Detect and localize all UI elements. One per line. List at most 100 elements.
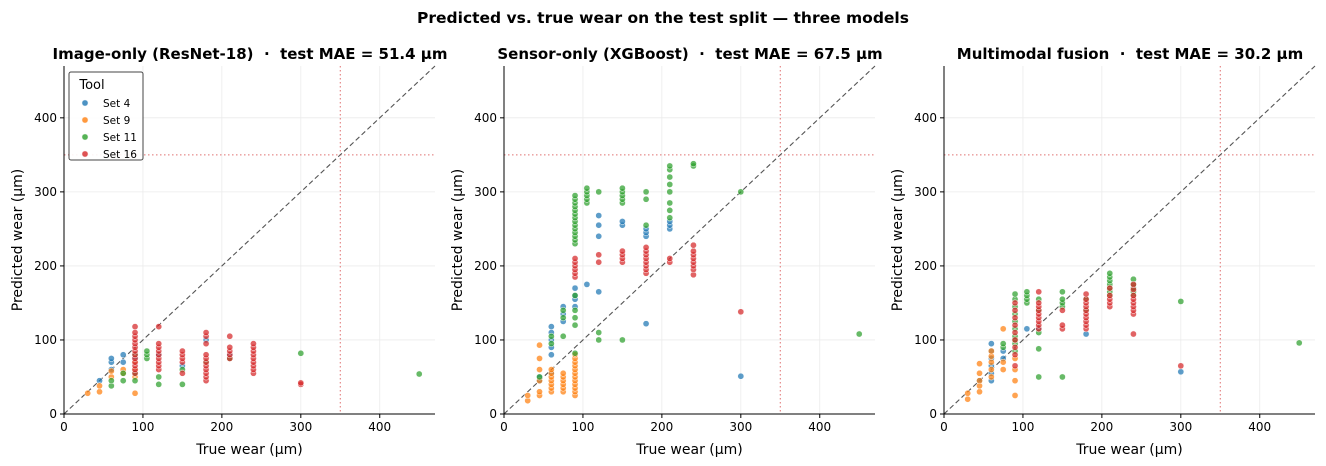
data-point: [988, 373, 995, 381]
data-point: [964, 389, 972, 397]
data-point: [1011, 321, 1019, 329]
x-tick-label: 100: [1011, 420, 1034, 434]
data-point: [1023, 325, 1031, 333]
y-tick-label: 400: [474, 111, 497, 125]
data-point: [1059, 306, 1066, 314]
data-point: [976, 369, 983, 377]
data-point: [1011, 299, 1019, 307]
x-tick-label: 200: [210, 420, 233, 434]
x-axis-label: True wear (µm): [1075, 442, 1183, 458]
data-point: [1035, 345, 1043, 353]
panel-title: Sensor-only (XGBoost) · test MAE = 67.5 …: [497, 45, 882, 63]
x-tick-label: 400: [1248, 420, 1271, 434]
legend-marker-set-4: [81, 99, 89, 107]
data-point: [1011, 351, 1019, 359]
data-point: [595, 221, 603, 229]
data-point: [571, 314, 579, 322]
data-point: [559, 369, 567, 377]
data-point: [96, 388, 103, 396]
data-point: [559, 306, 567, 314]
data-point: [666, 255, 674, 262]
panel-title: Multimodal fusion · test MAE = 30.2 µm: [957, 45, 1303, 63]
data-point: [999, 366, 1007, 373]
data-point: [131, 323, 139, 330]
data-point: [642, 320, 650, 328]
series-set-11: [108, 347, 423, 390]
data-point: [642, 244, 650, 251]
x-tick-label: 0: [940, 420, 948, 434]
y-tick-label: 300: [34, 185, 57, 199]
data-point: [524, 392, 532, 399]
legend-label-set-16: Set 16: [103, 149, 137, 161]
data-point: [179, 369, 186, 377]
data-point: [619, 336, 626, 344]
y-tick-label: 0: [929, 407, 937, 421]
legend: Tool Set 4 Set 9 Set 11 Set 16: [68, 71, 144, 161]
y-axis-label: Predicted wear (µm): [10, 169, 26, 312]
data-point: [976, 377, 983, 385]
x-tick-label: 100: [571, 420, 594, 434]
data-point: [571, 292, 579, 299]
data-point: [297, 379, 305, 387]
data-point: [1059, 373, 1066, 381]
data-point: [1106, 292, 1114, 299]
data-point: [1106, 269, 1114, 277]
y-tick-label: 400: [914, 111, 937, 125]
data-point: [737, 308, 745, 316]
data-point: [536, 388, 543, 396]
data-point: [155, 340, 163, 348]
data-point: [666, 199, 674, 207]
data-point: [619, 247, 626, 255]
data-point: [1023, 288, 1031, 296]
series-set-4: [536, 212, 745, 385]
data-point: [548, 323, 555, 330]
data-point: [619, 184, 626, 192]
data-point: [1130, 330, 1137, 338]
y-tick-label: 300: [914, 185, 937, 199]
data-point: [548, 332, 555, 340]
y-tick-label: 200: [34, 259, 57, 273]
data-point: [108, 367, 115, 375]
data-point: [571, 306, 579, 314]
data-point: [297, 349, 305, 357]
data-point: [1059, 288, 1066, 296]
data-point: [1011, 392, 1019, 399]
data-point: [131, 389, 139, 397]
y-tick-label: 200: [914, 259, 937, 273]
panel-title: Image-only (ResNet-18) · test MAE = 51.4…: [53, 45, 448, 63]
identity-line: [943, 65, 1316, 415]
x-tick-label: 0: [60, 420, 68, 434]
data-point: [155, 373, 163, 381]
data-point: [737, 188, 745, 196]
identity-line: [503, 65, 876, 415]
figure-title: Predicted vs. true wear on the test spli…: [417, 9, 909, 27]
data-point: [1011, 336, 1019, 344]
data-point: [964, 395, 972, 403]
data-point: [737, 372, 745, 380]
data-point: [1011, 344, 1019, 351]
x-tick-label: 0: [500, 420, 508, 434]
data-point: [226, 332, 234, 340]
data-point: [179, 347, 186, 355]
data-point: [666, 188, 674, 196]
data-point: [415, 370, 423, 378]
legend-marker-set-9: [81, 116, 89, 124]
series-set-11: [999, 269, 1303, 381]
x-tick-label: 300: [1169, 420, 1192, 434]
y-tick-label: 300: [474, 185, 497, 199]
data-point: [1106, 284, 1114, 292]
data-point: [1059, 295, 1066, 303]
data-point: [119, 369, 127, 377]
data-point: [155, 323, 163, 330]
data-point: [1011, 306, 1019, 314]
data-point: [536, 366, 543, 373]
data-point: [595, 258, 603, 266]
data-point: [1082, 290, 1090, 298]
data-point: [976, 388, 983, 396]
legend-label-set-9: Set 9: [103, 115, 130, 127]
data-point: [595, 336, 603, 344]
y-tick-label: 200: [474, 259, 497, 273]
series-set-16: [1011, 281, 1185, 370]
panels: 0 100 200 300 400 0 100 200 300 400 True wear (µm)…: [10, 45, 1316, 458]
series-set-16: [131, 323, 305, 388]
